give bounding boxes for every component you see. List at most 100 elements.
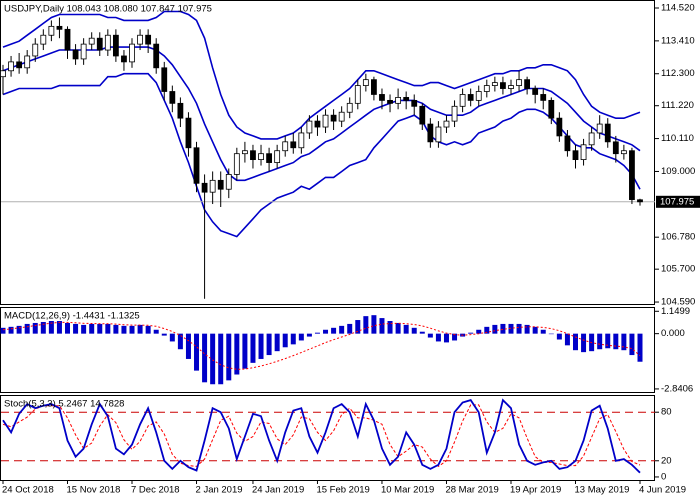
stoch-main [2,398,641,474]
candle-body [564,135,571,152]
macd-title: MACD(12,26,9) -1.4431 -1.1325 [4,311,140,322]
macd-bar [153,329,159,334]
macd-bar [137,324,143,334]
candle-body [620,150,627,155]
candle-body [330,114,337,122]
candle-body [588,132,595,146]
macd-bar [581,333,587,353]
candle-body [467,94,474,101]
candle-body [540,94,547,101]
candle-body [362,79,369,86]
macd-bar [355,320,361,334]
macd-bar [242,333,248,369]
macd-bar [121,325,127,334]
macd-bar [274,333,280,352]
x-tick-label: 2 Jan 2019 [196,485,243,496]
x-tick-label: 24 Oct 2018 [2,485,54,496]
candle-body [346,102,353,113]
x-tick-label: 15 Feb 2019 [316,485,369,496]
y-tick-label: 109.000 [661,166,695,177]
candle-body [637,199,643,203]
candle-body [209,179,216,193]
macd-bar [492,324,498,334]
macd-bar [266,333,272,356]
candle-body [56,25,63,30]
macd-bar [597,333,603,350]
macd-bar [605,333,611,349]
macd-bar [16,325,22,334]
macd-bar [621,333,627,351]
macd-bar [48,321,54,334]
candle-body [306,120,313,134]
candle-body [508,85,514,89]
x-tick-label: 4 Jun 2019 [639,485,686,496]
last-price-label: 107.975 [660,196,694,207]
candle-body [161,67,168,92]
candle-body [258,153,264,161]
candle-body [483,85,490,92]
macd-bar [629,333,635,356]
y-tick-label: 80 [661,407,672,418]
y-tick-label: 106.780 [661,232,695,243]
candle-body [40,34,47,45]
macd-bar [161,333,167,336]
macd-bar [331,327,337,334]
plot-layer: 114.520 113.410 112.300 111.220 110.110 109.0… [0,3,700,496]
macd-bar [218,333,224,385]
macd-bar [371,315,377,334]
candle-body [314,120,321,128]
stoch-title: Stoch(5,3,3) 5.2467 14.7828 [4,399,124,410]
candle-body [604,123,611,143]
macd-bar [185,333,191,359]
main-panel-frame [0,0,655,305]
macd-bar [24,323,30,334]
macd-bar [177,333,183,350]
candle-body [64,28,71,51]
candle-body [403,97,410,101]
macd-bar [443,333,449,343]
macd-signal [2,321,641,370]
macd-bar [363,316,369,334]
candle-body [201,182,208,193]
candle-body [500,82,506,89]
candle-body [580,144,587,161]
macd-bar [250,333,256,363]
chart-title: USDJPY,Daily 108.043 108.080 107.847 107… [4,4,212,15]
candle-body [572,150,579,161]
macd-bar [476,329,482,334]
candle-body [274,150,281,163]
macd-bar [347,323,353,334]
candle-body [516,79,522,86]
macd-bar [379,318,385,334]
candle-body [8,61,14,72]
candle-body [395,97,402,104]
candle-body [48,25,55,36]
macd-bar [637,333,643,362]
macd-bar [113,324,119,334]
candle-body [411,99,418,107]
macd-bar [145,325,151,334]
macd-bar [516,323,522,334]
candle-body [435,126,442,143]
candle-body [104,34,111,51]
candle-body [193,147,200,184]
macd-bar [81,324,87,334]
macd-bar [32,322,38,334]
x-tick-label: 24 Jan 2019 [252,485,304,496]
candle-body [371,79,377,95]
macd-bar [258,333,264,359]
candle-body [241,150,248,155]
candle-body [177,102,184,119]
bollinger-upper [2,10,641,140]
candle-body [112,34,119,57]
y-tick-label: 110.110 [661,133,694,144]
candle-body [137,34,143,45]
last-price-tag [656,195,700,208]
macd-bar [524,324,530,334]
x-tick-label: 13 May 2019 [574,485,629,496]
candle-body [459,94,466,107]
candle-body [72,49,79,60]
candle-body [556,117,563,137]
macd-bar [194,333,200,371]
